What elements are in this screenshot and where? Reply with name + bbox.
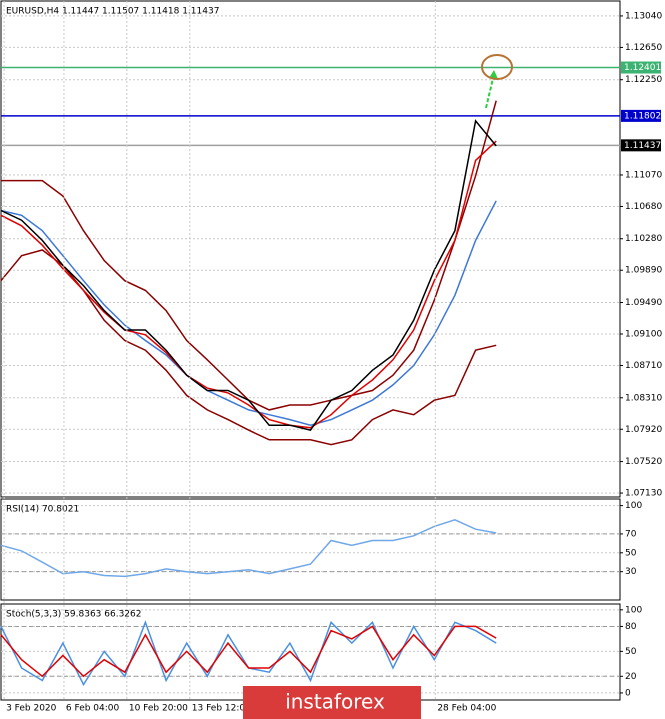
y-tick-label: 1.11070 <box>625 170 662 180</box>
series-line <box>0 119 497 431</box>
y-tick-label: 20 <box>625 672 637 682</box>
price-tag <box>621 139 661 152</box>
y-tick-label: 50 <box>625 548 637 558</box>
series-line <box>0 625 497 678</box>
y-tick-label: 1.07920 <box>625 425 662 435</box>
arrow-head <box>489 70 498 79</box>
watermark: instaforex <box>285 690 385 714</box>
y-tick-label: 1.09890 <box>625 266 662 276</box>
price-tag-label: 1.12401 <box>624 63 661 73</box>
watermark-box <box>243 686 421 719</box>
x-tick-label: 3 Feb 2020 <box>6 704 57 714</box>
price-tag <box>621 109 661 122</box>
y-tick-label: 1.08710 <box>625 361 662 371</box>
y-tick-label: 1.10280 <box>625 234 662 244</box>
y-tick-label: 70 <box>625 529 637 539</box>
price-tag-label: 1.11802 <box>624 111 661 121</box>
panel-title: Stoch(5,3,3) 59.8363 66.3262 <box>6 610 141 620</box>
x-tick-label: 28 Feb 04:00 <box>437 704 496 714</box>
panel-title: EURUSD,H4 1.11447 1.11507 1.11418 1.1143… <box>6 7 219 17</box>
x-tick-label: 10 Feb 20:00 <box>129 704 188 714</box>
y-tick-label: 1.07130 <box>625 489 662 499</box>
y-tick-label: 1.12650 <box>625 43 662 53</box>
y-tick-label: 1.12250 <box>625 75 662 85</box>
panel-frame <box>0 0 621 498</box>
y-tick-label: 1.09100 <box>625 330 662 340</box>
y-tick-label: 0 <box>625 688 631 698</box>
y-tick-label: 80 <box>625 622 637 632</box>
target-circle <box>481 54 513 80</box>
series-line <box>0 200 497 426</box>
price-tag <box>621 61 661 74</box>
y-tick-label: 30 <box>625 567 637 577</box>
y-tick-label: 1.09490 <box>625 298 662 308</box>
y-tick-label: 1.13040 <box>625 11 662 21</box>
price-tag-label: 1.11437 <box>624 141 661 151</box>
x-tick-label: 13 Feb 12:00 <box>192 704 251 714</box>
y-tick-label: 1.10680 <box>625 202 662 212</box>
y-tick-label: 100 <box>625 605 642 615</box>
series-line <box>0 518 497 578</box>
panel-title: RSI(14) 70.8021 <box>6 505 79 515</box>
series-line <box>0 140 497 429</box>
forecast-annotation <box>481 54 513 109</box>
y-tick-label: 100 <box>625 501 642 511</box>
x-tick-label: 6 Feb 04:00 <box>66 704 120 714</box>
y-tick-label: 1.07520 <box>625 457 662 467</box>
y-tick-label: 50 <box>625 647 637 657</box>
y-tick-label: 1.08310 <box>625 393 662 403</box>
panel-frame <box>0 498 621 601</box>
